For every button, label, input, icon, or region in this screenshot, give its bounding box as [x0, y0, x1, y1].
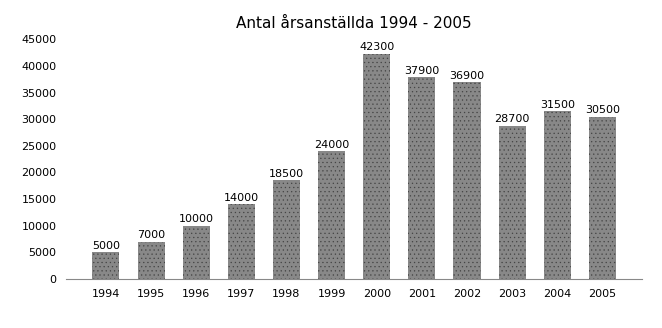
Bar [453, 82, 481, 279]
Text: 28700: 28700 [495, 114, 530, 125]
Text: 42300: 42300 [359, 42, 395, 52]
Text: 31500: 31500 [540, 100, 575, 110]
Text: 14000: 14000 [224, 193, 259, 203]
Bar [498, 126, 526, 279]
Bar [183, 226, 210, 279]
Bar [544, 111, 571, 279]
Bar [589, 116, 616, 279]
Text: 5000: 5000 [92, 241, 120, 251]
Text: 36900: 36900 [449, 71, 485, 81]
Text: 37900: 37900 [404, 66, 440, 75]
Text: 24000: 24000 [314, 139, 350, 150]
Bar [93, 252, 119, 279]
Bar [318, 151, 345, 279]
Bar [228, 204, 255, 279]
Bar [138, 241, 165, 279]
Bar [363, 54, 391, 279]
Text: 7000: 7000 [137, 230, 165, 240]
Text: 30500: 30500 [585, 105, 620, 115]
Text: 18500: 18500 [269, 169, 304, 179]
Title: Antal årsanställda 1994 - 2005: Antal årsanställda 1994 - 2005 [236, 16, 472, 31]
Bar [408, 77, 436, 279]
Text: 10000: 10000 [179, 214, 214, 224]
Bar [273, 180, 300, 279]
